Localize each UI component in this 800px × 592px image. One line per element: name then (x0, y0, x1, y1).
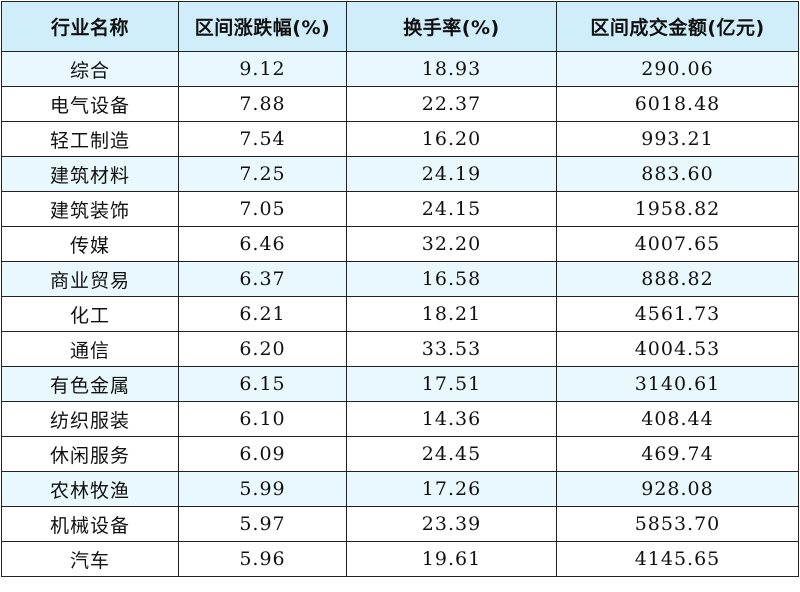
cell-industry-name: 电气设备 (1, 86, 179, 122)
cell-interval-amount: 5853.70 (556, 506, 799, 542)
table-header: 行业名称 区间涨跌幅(%) 换手率(%) 区间成交金额(亿元) (1, 1, 799, 52)
table-row: 通信 6.20 33.53 4004.53 (1, 331, 799, 367)
cell-turnover-rate: 33.53 (346, 331, 557, 367)
cell-turnover-rate: 16.58 (346, 261, 557, 297)
cell-interval-amount: 408.44 (556, 401, 799, 437)
cell-interval-amount: 928.08 (556, 471, 799, 507)
cell-interval-amount: 6018.48 (556, 86, 799, 122)
cell-industry-name: 纺织服装 (1, 401, 179, 437)
table-row: 综合 9.12 18.93 290.06 (1, 51, 799, 87)
cell-interval-change: 5.99 (178, 471, 347, 507)
cell-interval-change: 6.37 (178, 261, 347, 297)
header-interval-amount: 区间成交金额(亿元) (556, 1, 799, 52)
cell-industry-name: 商业贸易 (1, 261, 179, 297)
header-industry-name: 行业名称 (1, 1, 179, 52)
cell-turnover-rate: 24.15 (346, 191, 557, 227)
cell-interval-change: 9.12 (178, 51, 347, 87)
table-row: 机械设备 5.97 23.39 5853.70 (1, 506, 799, 542)
cell-interval-amount: 4561.73 (556, 296, 799, 332)
cell-turnover-rate: 17.51 (346, 366, 557, 402)
cell-interval-change: 7.88 (178, 86, 347, 122)
cell-industry-name: 休闲服务 (1, 436, 179, 472)
table-row: 传媒 6.46 32.20 4007.65 (1, 226, 799, 262)
industry-performance-table: 行业名称 区间涨跌幅(%) 换手率(%) 区间成交金额(亿元) 综合 9.12 18… (1, 1, 799, 577)
cell-turnover-rate: 16.20 (346, 121, 557, 157)
cell-turnover-rate: 18.21 (346, 296, 557, 332)
header-turnover-rate: 换手率(%) (346, 1, 557, 52)
table-row: 轻工制造 7.54 16.20 993.21 (1, 121, 799, 157)
cell-interval-amount: 4007.65 (556, 226, 799, 262)
cell-industry-name: 传媒 (1, 226, 179, 262)
table-row: 农林牧渔 5.99 17.26 928.08 (1, 471, 799, 507)
table-body: 综合 9.12 18.93 290.06 电气设备 7.88 22.37 6018.48 轻工制… (1, 51, 799, 577)
cell-industry-name: 机械设备 (1, 506, 179, 542)
cell-turnover-rate: 23.39 (346, 506, 557, 542)
cell-interval-change: 6.46 (178, 226, 347, 262)
cell-interval-change: 6.15 (178, 366, 347, 402)
cell-turnover-rate: 22.37 (346, 86, 557, 122)
cell-interval-amount: 290.06 (556, 51, 799, 87)
header-row: 行业名称 区间涨跌幅(%) 换手率(%) 区间成交金额(亿元) (1, 1, 799, 52)
header-interval-change: 区间涨跌幅(%) (178, 1, 347, 52)
cell-interval-amount: 469.74 (556, 436, 799, 472)
cell-interval-amount: 1958.82 (556, 191, 799, 227)
cell-interval-change: 5.96 (178, 541, 347, 577)
cell-interval-change: 6.10 (178, 401, 347, 437)
cell-interval-change: 6.21 (178, 296, 347, 332)
cell-industry-name: 通信 (1, 331, 179, 367)
table-row: 建筑材料 7.25 24.19 883.60 (1, 156, 799, 192)
cell-interval-change: 7.05 (178, 191, 347, 227)
cell-interval-change: 7.54 (178, 121, 347, 157)
table-row: 汽车 5.96 19.61 4145.65 (1, 541, 799, 577)
cell-interval-change: 5.97 (178, 506, 347, 542)
cell-turnover-rate: 24.19 (346, 156, 557, 192)
cell-turnover-rate: 17.26 (346, 471, 557, 507)
cell-interval-amount: 4145.65 (556, 541, 799, 577)
table-row: 休闲服务 6.09 24.45 469.74 (1, 436, 799, 472)
cell-industry-name: 农林牧渔 (1, 471, 179, 507)
cell-interval-change: 6.09 (178, 436, 347, 472)
cell-industry-name: 化工 (1, 296, 179, 332)
cell-turnover-rate: 18.93 (346, 51, 557, 87)
cell-interval-amount: 888.82 (556, 261, 799, 297)
cell-turnover-rate: 32.20 (346, 226, 557, 262)
cell-turnover-rate: 19.61 (346, 541, 557, 577)
cell-turnover-rate: 24.45 (346, 436, 557, 472)
table-row: 建筑装饰 7.05 24.15 1958.82 (1, 191, 799, 227)
cell-interval-amount: 883.60 (556, 156, 799, 192)
cell-interval-amount: 993.21 (556, 121, 799, 157)
cell-interval-amount: 4004.53 (556, 331, 799, 367)
table-row: 有色金属 6.15 17.51 3140.61 (1, 366, 799, 402)
table-row: 电气设备 7.88 22.37 6018.48 (1, 86, 799, 122)
cell-turnover-rate: 14.36 (346, 401, 557, 437)
cell-industry-name: 汽车 (1, 541, 179, 577)
table-row: 纺织服装 6.10 14.36 408.44 (1, 401, 799, 437)
table-row: 商业贸易 6.37 16.58 888.82 (1, 261, 799, 297)
cell-industry-name: 建筑装饰 (1, 191, 179, 227)
cell-industry-name: 有色金属 (1, 366, 179, 402)
cell-interval-amount: 3140.61 (556, 366, 799, 402)
cell-industry-name: 建筑材料 (1, 156, 179, 192)
cell-industry-name: 综合 (1, 51, 179, 87)
cell-interval-change: 6.20 (178, 331, 347, 367)
cell-interval-change: 7.25 (178, 156, 347, 192)
cell-industry-name: 轻工制造 (1, 121, 179, 157)
table-row: 化工 6.21 18.21 4561.73 (1, 296, 799, 332)
